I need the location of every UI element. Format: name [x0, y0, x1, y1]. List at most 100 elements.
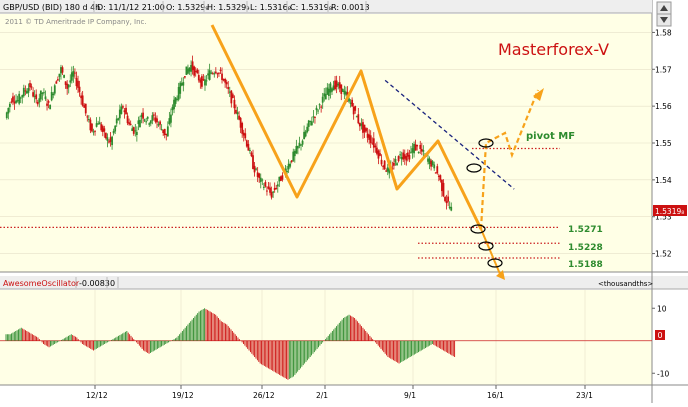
- candle-body: [253, 165, 256, 173]
- candle-body: [87, 118, 90, 120]
- candle-body: [117, 118, 120, 120]
- marker-ellipse: [487, 258, 503, 268]
- candle-body: [211, 73, 214, 75]
- candle-body: [12, 96, 14, 102]
- candle-body: [241, 123, 244, 134]
- candle-body: [436, 166, 439, 174]
- candle-body: [371, 142, 374, 144]
- candle-body: [352, 106, 355, 115]
- candle-body: [134, 130, 137, 132]
- candle-body: [411, 148, 414, 153]
- candle-body: [135, 131, 138, 136]
- candle-body: [439, 175, 442, 181]
- overlays: [210, 24, 544, 280]
- candle-body: [388, 168, 391, 174]
- marker-ellipse: [478, 138, 494, 148]
- candle-body: [264, 182, 267, 187]
- candle-body: [245, 140, 248, 147]
- candle-body: [287, 163, 290, 170]
- candle-body: [273, 187, 276, 190]
- candle-body: [92, 131, 95, 133]
- candle-body: [60, 67, 62, 74]
- candle-body: [8, 103, 11, 108]
- candle-body: [256, 172, 259, 177]
- candle-body: [165, 133, 168, 136]
- marker-ellipse: [478, 241, 494, 251]
- candle-body: [104, 132, 107, 139]
- candle-body: [168, 118, 171, 124]
- candle-body: [295, 145, 298, 154]
- candle-body: [340, 84, 343, 94]
- candle-body: [259, 177, 262, 182]
- candle-body: [16, 100, 19, 102]
- candle-body: [182, 82, 185, 86]
- candle-body: [101, 126, 104, 133]
- candle-body: [44, 96, 47, 100]
- candle-body: [156, 118, 158, 123]
- candle-body: [279, 176, 282, 181]
- candle-body: [140, 114, 143, 117]
- candle-body: [430, 160, 432, 167]
- candle-body: [413, 143, 415, 154]
- candle-body: [374, 145, 377, 148]
- candle-body: [266, 190, 268, 192]
- candle-body: [331, 88, 333, 92]
- candle-body: [47, 101, 50, 103]
- candle-body: [191, 61, 194, 71]
- candle-body: [98, 122, 101, 125]
- candle-body: [194, 71, 197, 73]
- candle-body: [91, 123, 93, 132]
- scroll-down-icon[interactable]: [656, 13, 672, 27]
- candle-body: [142, 112, 144, 119]
- price-tick-label: 1.53: [655, 213, 672, 222]
- candle-body: [86, 116, 89, 118]
- time-tick-label: 19/12: [172, 391, 194, 400]
- candle-body: [66, 83, 69, 89]
- candle-body: [437, 175, 440, 177]
- candle-body: [173, 99, 175, 110]
- candle-body: [247, 143, 250, 151]
- candle-body: [77, 80, 79, 88]
- candle-body: [193, 66, 196, 76]
- candle-body: [272, 191, 275, 193]
- candle-body: [26, 91, 28, 94]
- candle-body: [312, 116, 315, 118]
- oscillator-tick-label: -10: [657, 369, 669, 378]
- candle-body: [349, 102, 352, 104]
- candle-body: [183, 76, 186, 78]
- candle-body: [213, 73, 216, 75]
- candle-body: [410, 151, 412, 153]
- candle-body: [363, 124, 366, 133]
- candle-body: [18, 93, 21, 104]
- candle-body: [270, 192, 273, 198]
- candle-body: [143, 119, 146, 121]
- candle-body: [366, 133, 369, 138]
- candle-body: [416, 144, 419, 147]
- candle-body: [242, 132, 245, 136]
- candle-body: [151, 115, 154, 121]
- candle-body: [214, 71, 217, 73]
- scroll-up-icon[interactable]: [656, 1, 672, 15]
- candle-body: [329, 83, 332, 93]
- candle-body: [304, 131, 307, 137]
- oscillator-units: <thousandths>: [598, 280, 653, 288]
- candle-body: [422, 150, 425, 152]
- candle-body: [335, 80, 338, 88]
- candle-body: [70, 72, 73, 81]
- candle-body: [306, 126, 309, 133]
- pivot-label: pivot MF: [526, 131, 575, 142]
- candle-body: [298, 142, 301, 146]
- candle-body: [346, 92, 349, 96]
- candle-body: [52, 93, 55, 96]
- candle-body: [30, 86, 33, 88]
- candle-body: [307, 120, 310, 127]
- level-label-1: 1.5271: [568, 225, 603, 235]
- candle-body: [137, 120, 140, 125]
- price-tick-label: 1.56: [655, 102, 672, 111]
- price-axis-panel: [652, 14, 688, 272]
- candle-body: [94, 130, 96, 132]
- candle-body: [292, 151, 295, 161]
- candle-body: [406, 152, 409, 157]
- candle-body: [80, 95, 83, 99]
